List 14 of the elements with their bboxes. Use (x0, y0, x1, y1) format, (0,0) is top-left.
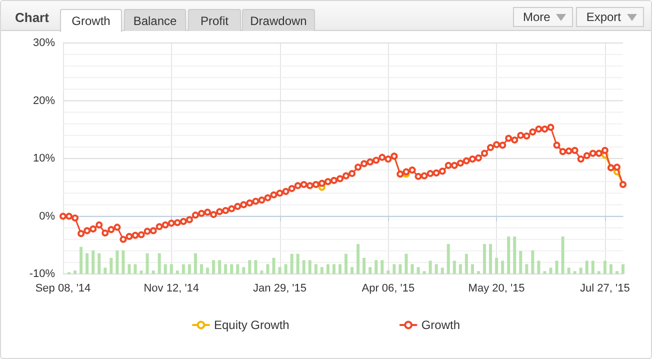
y-tick-label: 30% (32, 37, 56, 49)
legend-label: Equity Growth (214, 318, 290, 332)
legend-label: Growth (421, 318, 460, 332)
y-tick-label: 10% (32, 152, 56, 164)
x-tick-label: Apr 06, '15 (362, 282, 415, 294)
x-tick-label: Jul 27, '15 (580, 282, 630, 294)
x-tick-label: Nov 12, '14 (144, 282, 200, 294)
x-tick-label: Sep 08, '14 (35, 282, 91, 294)
y-tick-label: 0% (39, 210, 56, 222)
y-tick-label: -10% (29, 268, 56, 280)
chart-title: Chart (15, 10, 49, 25)
x-tick-label: Jan 29, '15 (253, 282, 307, 294)
y-tick-label: 20% (32, 94, 56, 107)
x-tick-label: May 20, '15 (468, 282, 525, 294)
